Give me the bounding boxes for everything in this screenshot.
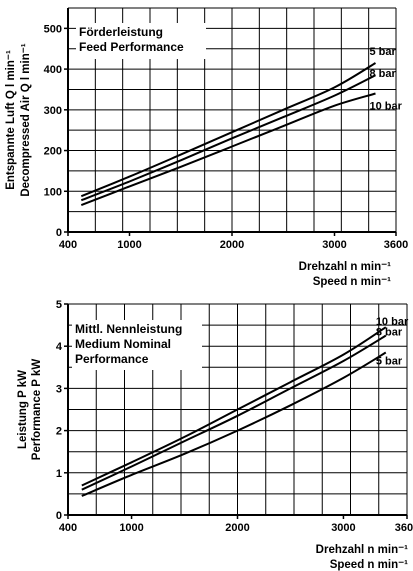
x-tick-label: 3000 bbox=[331, 522, 355, 534]
y-tick-label: 0 bbox=[56, 510, 62, 522]
y-tick-label: 4 bbox=[56, 341, 63, 353]
series-line bbox=[81, 351, 387, 497]
annotation-line: Förderleistung bbox=[79, 25, 163, 39]
x-axis-label: Speed n min⁻¹ bbox=[330, 559, 408, 571]
annotation-line: Medium Nominal bbox=[75, 337, 171, 351]
x-tick-label: 1000 bbox=[119, 522, 143, 534]
y-tick-label: 100 bbox=[44, 186, 62, 198]
series-label: 8 bar bbox=[370, 68, 397, 80]
feed-performance-chart: 0 100 200 300 400 500 400 1000 2000 3000 3600 5 bar… bbox=[5, 7, 408, 288]
y-axis-label: Entspannte Luft Q l min⁻¹ bbox=[5, 50, 17, 190]
y-tick-label: 5 bbox=[56, 299, 62, 311]
y-tick-label: 3 bbox=[56, 383, 62, 395]
y-tick-label: 400 bbox=[44, 64, 62, 76]
y-tick-label: 2 bbox=[56, 426, 62, 438]
x-tick-label: 3600 bbox=[384, 239, 408, 251]
x-tick-label: 400 bbox=[59, 239, 77, 251]
series-label: 5 bar bbox=[370, 46, 397, 58]
y-axis-label: Decompressed Air Q l min⁻¹ bbox=[20, 43, 32, 196]
x-tick-label: 1000 bbox=[117, 239, 141, 251]
y-tick-label: 0 bbox=[56, 227, 62, 239]
annotation-box-background bbox=[72, 320, 202, 370]
x-axis-label: Drehzahl n min⁻¹ bbox=[316, 544, 408, 556]
x-tick-label: 400 bbox=[59, 522, 77, 534]
x-tick-label: 2000 bbox=[225, 522, 249, 534]
series-line bbox=[80, 74, 376, 202]
annotation-line: Mittl. Nennleistung bbox=[75, 322, 182, 336]
series-label: 10 bar bbox=[370, 101, 403, 113]
x-axis-label: Speed n min⁻¹ bbox=[313, 276, 391, 288]
series-line bbox=[81, 334, 387, 491]
series-line bbox=[81, 326, 387, 487]
y-axis-label: Performance P kW bbox=[31, 359, 43, 461]
x-tick-label: 2000 bbox=[220, 239, 244, 251]
annotation-line: Performance bbox=[75, 352, 149, 366]
y-tick-label: 300 bbox=[44, 105, 62, 117]
series-label: 10 bar bbox=[376, 316, 409, 328]
series-line bbox=[80, 92, 376, 207]
y-tick-label: 500 bbox=[44, 23, 62, 35]
y-axis-label: Leistung P kW bbox=[17, 370, 29, 449]
series-label: 5 bar bbox=[376, 356, 403, 368]
annotation-box-background bbox=[76, 23, 206, 59]
y-tick-label: 200 bbox=[44, 146, 62, 158]
x-tick-label: 3000 bbox=[322, 239, 346, 251]
x-tick-label: 3600 bbox=[395, 522, 413, 534]
series-line bbox=[80, 62, 377, 198]
y-tick-label: 1 bbox=[56, 468, 62, 480]
annotation-line: Feed Performance bbox=[79, 40, 184, 54]
x-axis-label: Drehzahl n min⁻¹ bbox=[299, 261, 391, 273]
series-label: 8 bar bbox=[376, 327, 403, 339]
